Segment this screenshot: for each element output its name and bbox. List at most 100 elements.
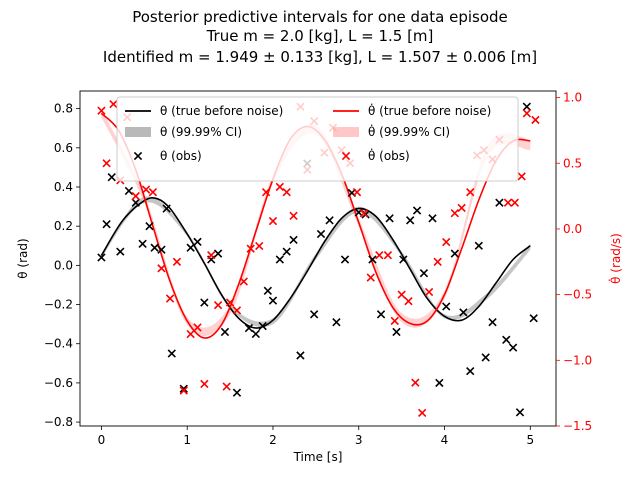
legend-entry-2: θ (obs) (133, 149, 202, 163)
series-2-point (450, 249, 459, 258)
series-2-point (515, 408, 525, 417)
series-5-point (352, 187, 362, 197)
series-2-point (406, 216, 415, 225)
series-2-point (376, 310, 386, 319)
series-2-point (193, 237, 202, 247)
observation-markers (97, 99, 540, 418)
legend-box (116, 96, 519, 182)
series-2-point (289, 235, 298, 245)
legend-entry-1: θ (99.99% CI) (125, 125, 242, 139)
y-left-tick-label: −0.4 (44, 337, 73, 351)
series-2-point (138, 239, 147, 248)
series-5-point (375, 251, 384, 260)
x-tick-label: 1 (183, 433, 191, 447)
series-5-point (225, 298, 235, 307)
series-5-point (424, 287, 434, 297)
series-2-point (474, 241, 483, 250)
series-2-point (442, 302, 451, 311)
series-5-point (102, 159, 111, 168)
series-5-point (186, 329, 195, 339)
y-right-tick-label: −0.5 (563, 288, 592, 302)
legend-marker-swatch (133, 151, 143, 161)
series-5-point (433, 257, 442, 266)
series-5-point (172, 257, 182, 266)
series-5-point (442, 237, 451, 247)
series-2-point (502, 335, 511, 344)
series-5-point (255, 241, 264, 251)
series-2-point (435, 378, 444, 388)
series-5-point (457, 203, 466, 213)
series-2-point (232, 388, 242, 397)
series-5-point (213, 300, 223, 310)
series-2-point (368, 255, 377, 264)
series-2-point (157, 245, 166, 254)
series-2-point (102, 220, 111, 229)
y-right-tick-label: −1.0 (563, 353, 592, 367)
legend-entry-0: θ (true before noise) (125, 104, 283, 118)
legend: θ (true before noise) θ (99.99% CI) θ (obs… (116, 96, 519, 182)
y-left-tick-label: 0.6 (54, 141, 73, 155)
series-2-point (116, 247, 125, 256)
y-left-tick-label: 0.4 (54, 180, 73, 194)
series-5-point (503, 198, 513, 207)
series-5-point (359, 209, 369, 218)
series-5-point (404, 297, 413, 306)
series-0-line (100, 197, 531, 329)
series-5-point (207, 251, 216, 260)
y-left-tick-label: 0.0 (54, 258, 73, 272)
series-2-point (251, 329, 260, 339)
y-right-tick-label: 0.5 (563, 156, 582, 170)
series-5-point (268, 216, 278, 226)
x-tick-label: 5 (526, 433, 534, 447)
series-5-point (275, 182, 284, 192)
y-right-tick-label: 1.0 (563, 91, 582, 105)
series-5-point (232, 306, 242, 315)
series-2-point (213, 249, 223, 258)
y-right-tick-label: −1.5 (563, 419, 592, 433)
chart-title: Posterior predictive intervals for one d… (103, 8, 537, 66)
series-2-point (481, 353, 490, 362)
series-2-point (244, 323, 254, 333)
series-2-point (258, 321, 267, 331)
series-2-point (296, 351, 305, 360)
series-5-point (289, 211, 298, 220)
series-5-point (246, 244, 255, 253)
legend-entry-4: θ̇ (99.99% CI) (333, 124, 450, 139)
series-2-point (325, 216, 334, 225)
series-5-point (282, 187, 291, 197)
legend-label: θ (obs) (160, 149, 202, 163)
series-5-point (383, 251, 393, 260)
series-5-point (97, 106, 106, 115)
series-2-point (268, 296, 278, 305)
series-2-point (162, 204, 171, 213)
series-5-point (510, 198, 519, 207)
series-2-point (522, 102, 532, 111)
series-2-point (332, 318, 341, 327)
series-2-point (385, 214, 394, 223)
legend-entry-3: θ̇ (true before noise) (333, 103, 491, 118)
series-2-point (466, 366, 475, 376)
chart-title-line-2: True m = 2.0 [kg], L = 1.5 [m] (206, 27, 434, 45)
series-2-point (488, 318, 497, 327)
y-left-tick-label: −0.8 (44, 415, 73, 429)
y-left-tick-label: −0.2 (44, 298, 73, 312)
series-2-point (186, 243, 195, 252)
series-2-point (179, 384, 188, 393)
series-5-point (531, 115, 540, 125)
y-left-axis-label: θ (rad) (16, 238, 30, 278)
x-axis-label: Time [s] (293, 450, 343, 464)
series-2-point (150, 243, 159, 252)
y-left-tick-label: 0.8 (54, 102, 73, 116)
legend-marker-swatch (341, 151, 351, 161)
legend-label: θ̇ (obs) (368, 148, 410, 163)
series-2-point (412, 206, 422, 215)
legend-label: θ (true before noise) (160, 104, 283, 118)
series-5-point (179, 386, 188, 395)
series-5-point (466, 187, 475, 197)
series-1-ci-band (101, 196, 531, 328)
legend-label: θ̇ (99.99% CI) (368, 124, 450, 139)
series-2-point (200, 298, 209, 307)
plot-frame (79, 90, 557, 427)
series-2-point (263, 286, 272, 295)
